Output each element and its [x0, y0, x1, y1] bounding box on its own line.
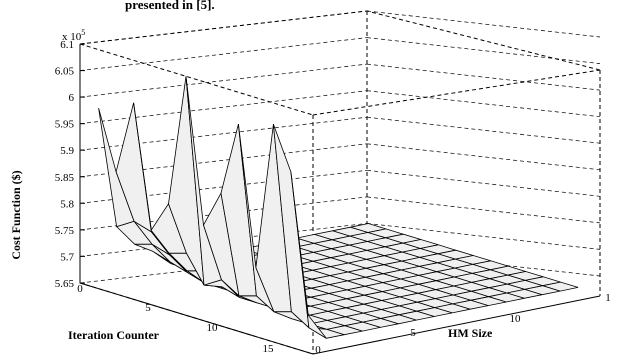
z-gridline: [79, 143, 368, 178]
z-gridline: [366, 143, 601, 171]
z-tick-label: 5.8: [60, 198, 74, 210]
top-front-edge: [79, 43, 314, 116]
x-tick-label: 15: [263, 343, 275, 355]
z-gridline: [366, 63, 601, 91]
x-axis-title: Iteration Counter: [68, 328, 160, 342]
z-gridline: [79, 10, 368, 45]
z-multiplier-label: x 105: [62, 28, 85, 43]
z-gridline: [79, 90, 368, 125]
z-gridline: [366, 10, 601, 38]
z-tick-label: 5.85: [55, 172, 75, 184]
z-tick-label: 5.95: [55, 119, 75, 131]
z-ticks: 5.65 5.7 5.75 5.8 5.85 5.9 5.95 6 6.05 6.1: [55, 39, 85, 290]
z-gridline: [79, 116, 368, 151]
z-gridline: [366, 116, 601, 144]
z-tick-label: 5.65: [55, 278, 75, 290]
y-tick-label: 1: [605, 292, 611, 304]
y-tick-label: 5: [410, 327, 416, 339]
z-tick-label: 5.9: [60, 145, 74, 157]
x-axis-line: [79, 282, 314, 355]
y-ticks: 0 5 10 1: [315, 292, 611, 355]
z-gridline: [366, 90, 601, 118]
z-axis-title: Cost Function ($): [9, 170, 23, 259]
z-gridline: [79, 196, 368, 231]
z-gridline: [79, 63, 368, 98]
z-gridline: [366, 37, 601, 64]
x-tick-label: 5: [145, 302, 151, 314]
z-gridline: [366, 196, 601, 224]
z-tick-label: 5.75: [55, 225, 75, 237]
x-tick-label: 10: [207, 322, 219, 334]
top-caption: presented in [5].: [125, 0, 215, 12]
y-tick-label: 0: [315, 344, 321, 355]
y-axis-title: HM Size: [448, 326, 493, 340]
z-gridline: [366, 169, 601, 197]
z-tick-label: 5.7: [60, 251, 74, 263]
y-axis-line: [312, 295, 601, 355]
z-tick-label: 6: [69, 92, 75, 104]
z-tick-label: 6.05: [55, 66, 75, 78]
z-gridline: [79, 223, 368, 257]
top-right-edge: [312, 69, 601, 116]
surface-mesh: [98, 76, 579, 339]
x-ticks: 0 5 10 15: [77, 283, 274, 355]
z-tick-label: 6.1: [60, 39, 74, 51]
y-tick-label: 10: [510, 313, 522, 325]
x-tick-label: 0: [77, 283, 83, 295]
z-gridline: [79, 169, 368, 204]
surface-cell: [290, 171, 327, 339]
z-gridline: [79, 37, 368, 71]
